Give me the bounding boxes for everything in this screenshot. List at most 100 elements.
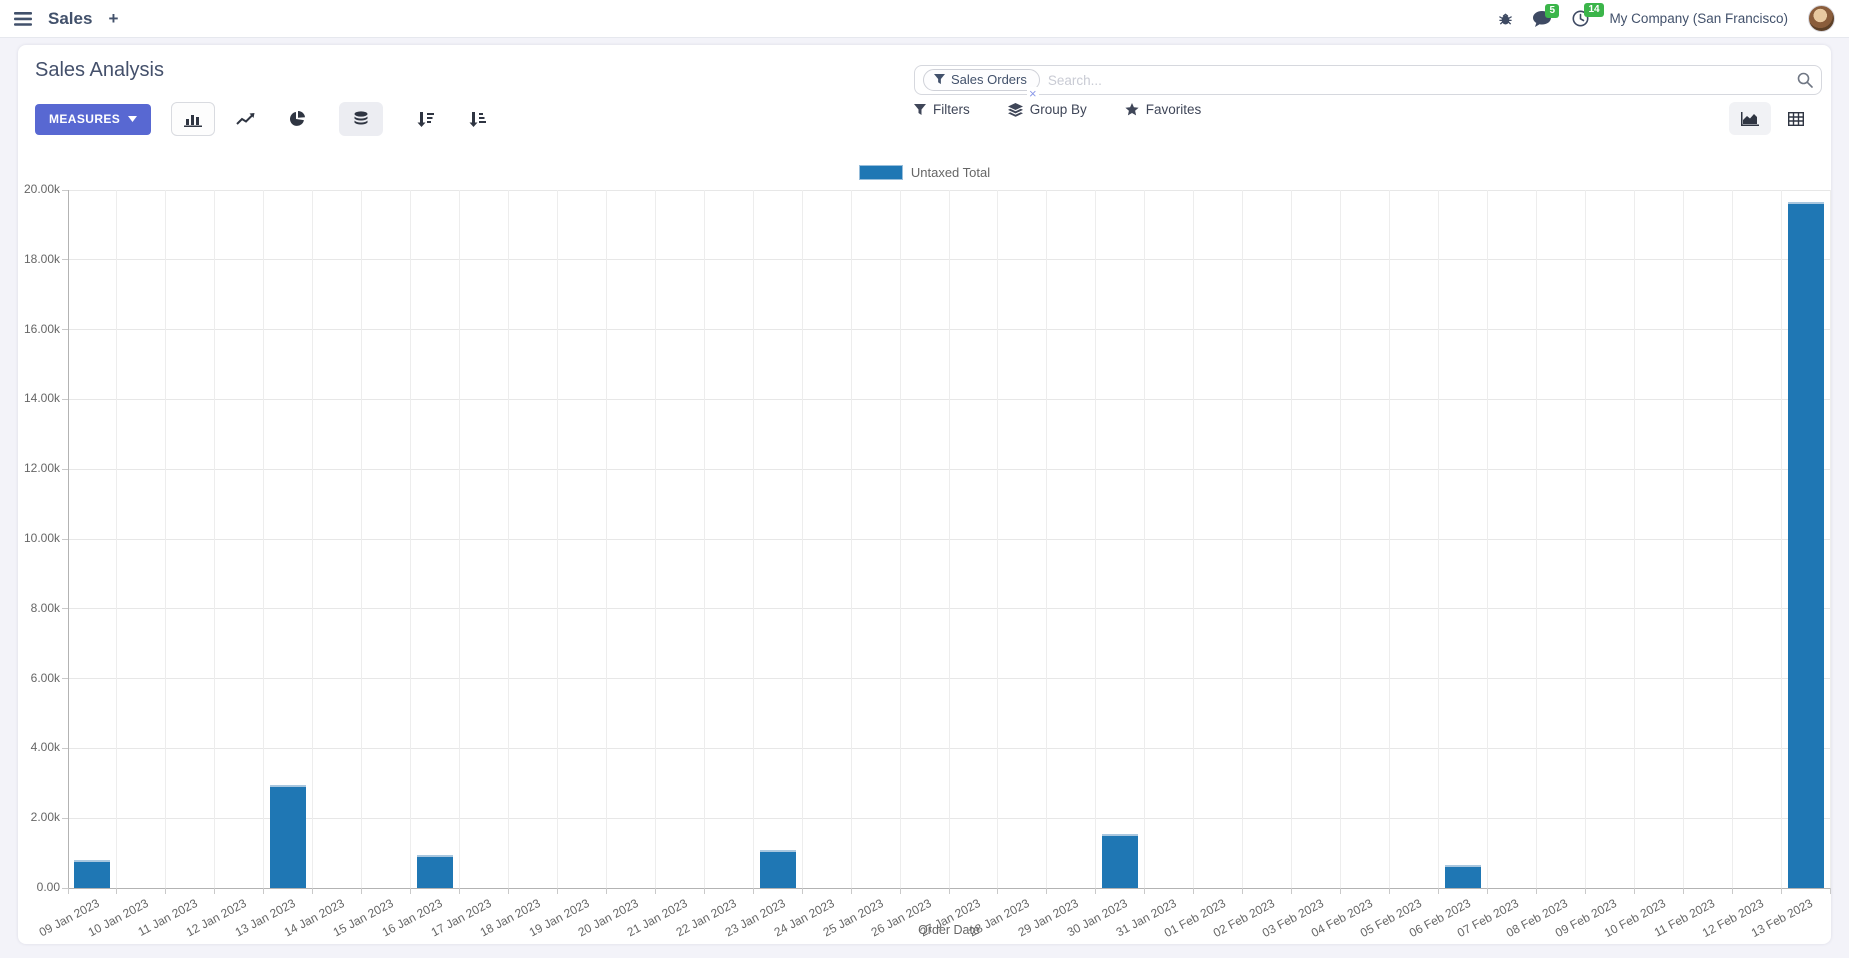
sort-descending-button[interactable] (403, 102, 447, 136)
x-gridline (116, 190, 118, 888)
x-gridline (1193, 190, 1195, 888)
x-tick-mark (1340, 888, 1342, 894)
x-gridline (263, 190, 265, 888)
search-input[interactable] (1047, 72, 1797, 88)
x-tick-mark (1535, 888, 1537, 894)
filter-icon (934, 74, 945, 85)
chart-legend[interactable]: Untaxed Total (18, 165, 1831, 180)
x-gridline (1584, 190, 1586, 888)
x-gridline (801, 190, 803, 888)
x-tick-mark (899, 888, 901, 894)
debug-bug-icon[interactable] (1498, 11, 1513, 26)
x-tick-mark (1389, 888, 1390, 894)
x-tick-mark (1682, 888, 1684, 894)
y-tick-label: 2.00k (30, 810, 60, 825)
line-chart-button[interactable] (223, 102, 267, 136)
filters-button[interactable]: Filters (914, 102, 970, 117)
bar-13-jan-2023[interactable] (270, 785, 307, 888)
legend-label: Untaxed Total (910, 165, 991, 180)
x-tick-mark (556, 888, 558, 894)
x-axis-title: Order Date (918, 923, 980, 937)
x-tick-mark (1633, 888, 1635, 894)
activities-clock-icon[interactable]: 14 (1572, 3, 1604, 27)
x-tick-mark (410, 888, 412, 894)
x-gridline (410, 190, 412, 888)
bar-30-jan-2023[interactable] (1102, 833, 1139, 888)
x-gridline (1144, 190, 1146, 888)
x-gridline (948, 190, 950, 888)
x-tick-mark (214, 888, 216, 894)
x-gridline (556, 190, 558, 888)
x-gridline (1731, 190, 1733, 888)
new-tab-button[interactable]: + (108, 8, 119, 28)
x-tick-mark (801, 888, 803, 894)
x-tick-mark (752, 888, 754, 894)
x-tick-mark (703, 888, 705, 894)
x-gridline (1535, 190, 1537, 888)
y-tick-mark (62, 817, 68, 819)
avatar[interactable] (1808, 5, 1835, 32)
app-name[interactable]: Sales (48, 8, 93, 28)
layers-icon (1007, 102, 1023, 117)
y-tick-label: 0.00 (36, 880, 60, 894)
x-tick-mark (67, 888, 69, 894)
y-tick-mark (62, 329, 68, 331)
filter-icon (914, 103, 926, 115)
y-tick-label: 6.00k (30, 670, 60, 685)
stacked-toggle-button[interactable] (339, 102, 384, 136)
pivot-view-button[interactable] (1775, 102, 1817, 135)
sort-ascending-button[interactable] (455, 102, 499, 136)
y-tick-mark (62, 608, 68, 610)
group-by-button[interactable]: Group By (1007, 102, 1087, 117)
x-tick-mark (1242, 888, 1244, 894)
bar-13-feb-2023[interactable] (1787, 202, 1824, 888)
view-switcher (1729, 102, 1817, 135)
search-icon[interactable] (1797, 72, 1813, 88)
messages-badge: 5 (1545, 3, 1559, 18)
x-gridline (654, 190, 656, 888)
x-gridline (165, 190, 167, 888)
bar-06-feb-2023[interactable] (1444, 864, 1481, 888)
x-tick-mark (508, 888, 509, 894)
x-tick-mark (263, 888, 265, 894)
sales-analysis-bar-chart: Untaxed Total Order Date 0.00 2.00k 4.00k 6… (18, 145, 1831, 944)
y-tick-mark (62, 747, 68, 749)
x-tick-mark (1731, 888, 1733, 894)
x-gridline (1291, 190, 1293, 888)
x-tick-mark (361, 888, 363, 894)
remove-facet-button[interactable]: × (1027, 86, 1039, 101)
x-tick-mark (1486, 888, 1488, 894)
chevron-down-icon (128, 116, 138, 122)
company-switcher[interactable]: My Company (San Francisco) (1609, 11, 1788, 26)
messages-icon[interactable]: 5 (1533, 3, 1559, 27)
graph-view-button[interactable] (1729, 102, 1771, 135)
pie-chart-button[interactable] (275, 102, 319, 136)
x-tick-mark (1193, 888, 1195, 894)
star-icon (1125, 103, 1139, 116)
x-gridline (1046, 190, 1048, 888)
y-tick-label: 4.00k (30, 740, 60, 755)
x-gridline (361, 190, 363, 888)
x-tick-mark (1291, 888, 1293, 894)
x-gridline (67, 190, 69, 888)
bar-23-jan-2023[interactable] (759, 850, 796, 888)
search-bar[interactable]: Sales Orders × (914, 65, 1822, 100)
x-gridline (214, 190, 216, 888)
favorites-button[interactable]: Favorites (1125, 102, 1202, 117)
search-facet-sales-orders[interactable]: Sales Orders (923, 69, 1040, 91)
x-tick-mark (459, 888, 461, 894)
x-tick-mark (1437, 888, 1439, 894)
bar-16-jan-2023[interactable] (417, 854, 454, 888)
x-tick-mark (1780, 888, 1782, 894)
group-by-label: Group By (1029, 102, 1087, 117)
y-tick-mark (62, 398, 68, 400)
bar-09-jan-2023[interactable] (74, 860, 111, 888)
bar-chart-button[interactable] (171, 102, 216, 136)
measures-button[interactable]: MEASURES (35, 103, 152, 135)
x-gridline (605, 190, 607, 888)
x-gridline (1486, 190, 1488, 888)
apps-menu-icon[interactable] (14, 11, 32, 26)
favorites-label: Favorites (1145, 102, 1202, 117)
x-tick-mark (654, 888, 656, 894)
legend-swatch-untaxed-total[interactable] (858, 165, 903, 180)
